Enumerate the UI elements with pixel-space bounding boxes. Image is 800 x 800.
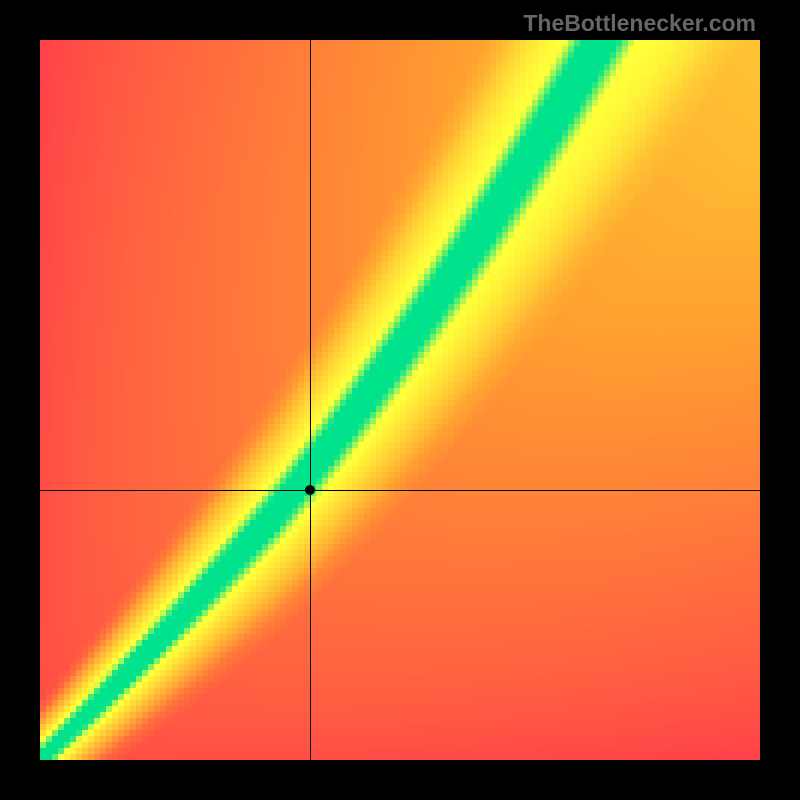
bottleneck-heatmap	[40, 40, 760, 760]
crosshair-dot	[305, 485, 315, 495]
crosshair-vertical	[310, 40, 311, 760]
watermark-text: TheBottlenecker.com	[523, 10, 756, 37]
crosshair-horizontal	[40, 490, 760, 491]
chart-container: TheBottlenecker.com	[0, 0, 800, 800]
